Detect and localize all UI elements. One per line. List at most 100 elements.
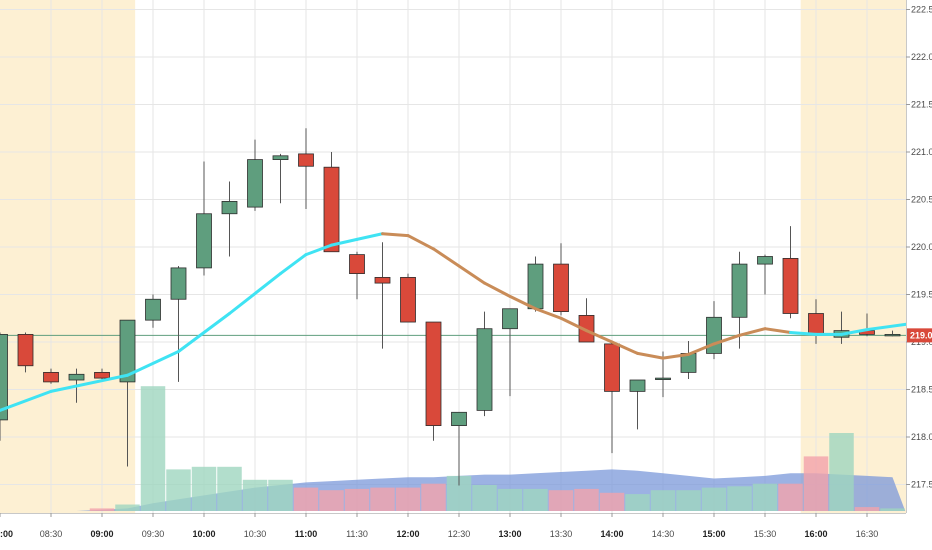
candle-body-up	[451, 411, 467, 426]
candle-body-up	[629, 379, 646, 392]
current-price-tag: 219.07	[907, 328, 932, 343]
candle[interactable]	[374, 242, 391, 349]
x-tick-label: 15:30	[754, 529, 777, 539]
candle[interactable]	[170, 266, 187, 382]
y-tick-label: 218.00	[911, 432, 932, 442]
volume-bar	[421, 483, 446, 511]
volume-bar	[140, 386, 166, 511]
candle-body-up	[247, 159, 263, 208]
volume-bar	[676, 490, 701, 511]
x-tick-label: 10:30	[244, 529, 267, 539]
ma-segment	[636, 351, 665, 360]
candle[interactable]	[298, 128, 314, 209]
candle[interactable]	[221, 181, 238, 257]
y-tick-label: 217.50	[911, 480, 932, 490]
volume-bar	[472, 485, 497, 511]
y-tick-label: 218.50	[911, 385, 932, 395]
volume-bar	[166, 469, 191, 511]
candle-body-up	[884, 333, 901, 337]
volume-bar	[242, 479, 268, 511]
candle[interactable]	[629, 379, 646, 430]
candle[interactable]	[476, 311, 493, 417]
volume-bar	[778, 483, 803, 511]
ma-segment	[49, 373, 129, 393]
ma-segment	[0, 389, 53, 413]
ma-segment	[432, 247, 461, 268]
candle-body-up	[145, 298, 161, 321]
ma-segment	[763, 327, 792, 334]
candle[interactable]	[451, 411, 467, 486]
ma-segment	[559, 316, 588, 333]
candle-body-up	[196, 213, 212, 269]
candle[interactable]	[94, 368, 110, 380]
y-tick-label: 220.50	[911, 195, 932, 205]
y-tick-label: 221.50	[911, 100, 932, 110]
x-tick-label: 15:00	[702, 529, 725, 539]
ma-segment	[840, 328, 869, 336]
candle[interactable]	[247, 139, 263, 211]
ma-segment	[687, 342, 716, 356]
ma-segment	[381, 232, 410, 238]
candle[interactable]	[0, 332, 8, 441]
candle-body-up	[0, 333, 8, 421]
candle[interactable]	[17, 332, 34, 373]
candle[interactable]	[119, 319, 136, 467]
candle-body-up	[757, 256, 773, 265]
y-tick-label: 220.00	[911, 242, 932, 252]
extended-hours-background	[0, 0, 906, 513]
ma-segment	[406, 234, 435, 251]
candle[interactable]	[731, 251, 748, 349]
candle[interactable]	[272, 153, 289, 204]
volume-bar	[191, 466, 217, 511]
candle-body-down	[782, 257, 799, 314]
volume-bar	[497, 488, 523, 511]
x-tick-label: 12:30	[448, 529, 471, 539]
volume-bar	[752, 483, 778, 511]
volume-bar	[115, 504, 140, 511]
ma-segment	[585, 329, 614, 344]
volume-bar	[344, 488, 370, 511]
x-tick-label: 14:00	[600, 529, 623, 539]
candle[interactable]	[808, 299, 824, 344]
ma-segment	[534, 307, 563, 320]
candle-body-up	[221, 200, 238, 215]
candle-body-up	[170, 267, 187, 300]
candle[interactable]	[502, 308, 518, 397]
x-tick-label: 14:30	[652, 529, 675, 539]
candle[interactable]	[553, 243, 569, 316]
candle[interactable]	[527, 256, 544, 312]
candle-body-up	[706, 316, 722, 354]
candle[interactable]	[145, 294, 161, 328]
candle-body-up	[119, 319, 136, 383]
candle[interactable]	[757, 254, 773, 295]
x-tick-label: 13:30	[550, 529, 573, 539]
ma-segment	[330, 237, 359, 247]
ma-segment	[228, 272, 282, 315]
candle[interactable]	[706, 301, 722, 360]
volume-bar	[701, 487, 727, 511]
x-tick-label: 11:30	[346, 529, 368, 539]
candle[interactable]	[782, 226, 799, 319]
candle[interactable]	[400, 273, 416, 323]
candle[interactable]	[196, 161, 212, 276]
candle[interactable]	[323, 152, 340, 253]
volume-bar	[523, 488, 548, 511]
ma-segment	[279, 253, 308, 276]
candle-body-up	[476, 328, 493, 411]
candle[interactable]	[578, 298, 595, 343]
candle[interactable]	[680, 341, 697, 380]
ma-segment	[738, 327, 767, 337]
candle-body-up	[527, 263, 544, 310]
y-tick-label: 219.50	[911, 290, 932, 300]
ma-segment	[355, 232, 384, 241]
candle[interactable]	[349, 251, 365, 300]
volume-bar	[89, 508, 115, 511]
x-tick-label: 11:00	[295, 529, 318, 539]
volume-bar	[829, 433, 854, 511]
candle[interactable]	[884, 330, 901, 337]
candle[interactable]	[425, 321, 442, 441]
candle[interactable]	[43, 368, 59, 384]
candle[interactable]	[604, 342, 620, 454]
